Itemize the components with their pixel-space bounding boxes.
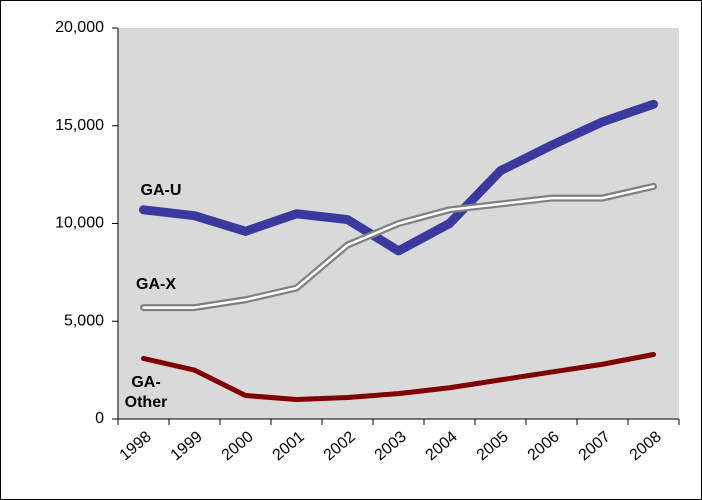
x-tick-label: 2001 (270, 428, 308, 464)
x-tick-label: 1999 (168, 428, 206, 464)
series-line (141, 351, 656, 402)
x-tick-label: 1998 (117, 428, 155, 464)
x-tick-label: 2002 (321, 428, 359, 464)
x-tick-label: 2003 (372, 428, 410, 464)
x-tick-label: 2007 (576, 428, 614, 464)
y-tick-label: 0 (95, 410, 104, 427)
series-line-inner (142, 185, 655, 309)
x-tick-label: 2005 (474, 428, 512, 464)
x-tick-label: 2006 (525, 428, 563, 464)
series-line (139, 99, 658, 256)
series-label: GA-X (136, 276, 176, 293)
y-tick-label: 5,000 (64, 312, 104, 329)
x-tick-label: 2004 (423, 428, 461, 464)
y-tick-label: 15,000 (55, 117, 104, 134)
x-tick-label: 2008 (627, 428, 665, 464)
y-tick-label: 10,000 (55, 215, 104, 232)
series-label: GA-U (140, 182, 182, 199)
x-tick-label: 2000 (219, 428, 257, 464)
y-tick-label: 20,000 (55, 19, 104, 36)
series-label: GA-Other (124, 374, 168, 411)
